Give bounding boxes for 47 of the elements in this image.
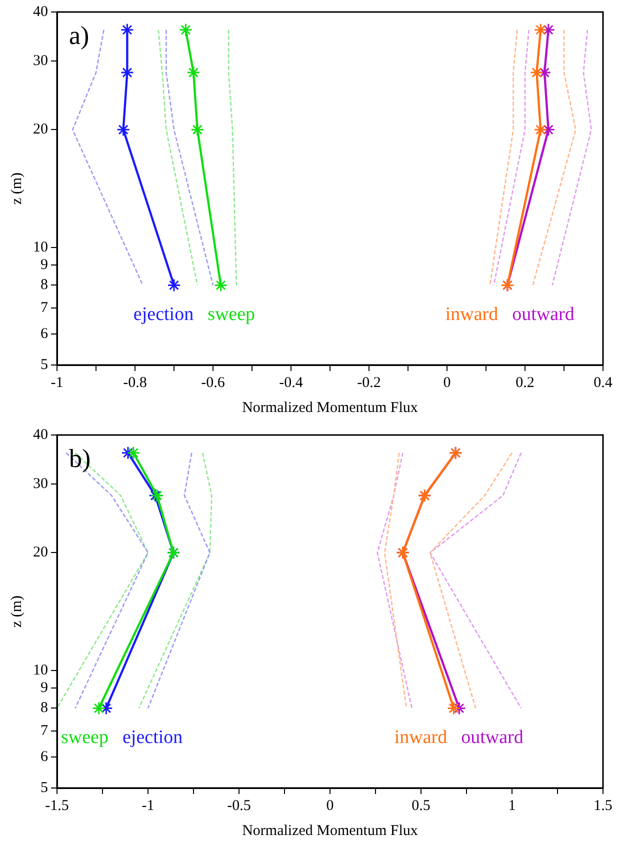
y-axis-title: z (m) bbox=[8, 595, 25, 628]
x-tick-label: -1 bbox=[50, 374, 64, 391]
series-label: inward bbox=[445, 304, 499, 326]
x-tick-label: 0.2 bbox=[516, 374, 534, 391]
y-tick-label: 40 bbox=[33, 426, 48, 443]
x-axis-title: Normalized Momentum Flux bbox=[242, 400, 418, 416]
y-tick-label: 10 bbox=[33, 239, 48, 256]
y-tick-label: 30 bbox=[33, 52, 48, 69]
x-tick-label: 1 bbox=[508, 798, 516, 814]
x-tick-label: -0.8 bbox=[123, 374, 147, 391]
series-label: ejection bbox=[122, 727, 184, 748]
series-label: ejection bbox=[133, 304, 194, 326]
series-label: sweep bbox=[208, 304, 256, 326]
x-tick-label: -0.4 bbox=[279, 374, 304, 391]
y-tick-label: 20 bbox=[33, 544, 48, 561]
y-tick-label: 9 bbox=[40, 257, 48, 274]
y-tick-label: 9 bbox=[40, 680, 48, 696]
series-label: outward bbox=[512, 304, 575, 326]
x-tick-label: -0.6 bbox=[201, 374, 226, 391]
y-tick-label: 6 bbox=[40, 326, 48, 342]
y-tick-label: 5 bbox=[40, 356, 48, 373]
chart-title: b) bbox=[69, 444, 91, 473]
x-tick-label: 0.5 bbox=[412, 798, 430, 814]
y-tick-label: 7 bbox=[40, 722, 48, 739]
chart-title: a) bbox=[69, 20, 90, 50]
x-tick-label: 0 bbox=[326, 798, 334, 814]
x-tick-label: -0.5 bbox=[227, 798, 251, 814]
x-tick-label: -0.2 bbox=[357, 374, 381, 391]
y-tick-label: 30 bbox=[33, 476, 48, 492]
y-tick-label: 20 bbox=[33, 122, 48, 138]
series-label: outward bbox=[461, 727, 524, 748]
series-label: sweep bbox=[61, 727, 108, 748]
series-label: inward bbox=[394, 727, 448, 748]
y-tick-label: 10 bbox=[33, 662, 48, 678]
x-tick-label: -1 bbox=[142, 798, 154, 814]
y-tick-label: 8 bbox=[40, 277, 48, 294]
y-tick-label: 6 bbox=[40, 748, 48, 765]
x-axis-title: Normalized Momentum Flux bbox=[242, 822, 418, 839]
y-tick-label: 40 bbox=[33, 4, 48, 20]
x-tick-label: 0 bbox=[443, 374, 451, 391]
y-tick-label: 5 bbox=[40, 780, 48, 796]
y-tick-label: 7 bbox=[40, 300, 48, 316]
x-tick-label: 0.4 bbox=[594, 374, 613, 391]
x-tick-label: -1.5 bbox=[45, 798, 69, 814]
y-axis-title: z (m) bbox=[8, 172, 25, 205]
x-tick-label: 1.5 bbox=[594, 798, 612, 814]
y-tick-label: 8 bbox=[40, 700, 48, 716]
